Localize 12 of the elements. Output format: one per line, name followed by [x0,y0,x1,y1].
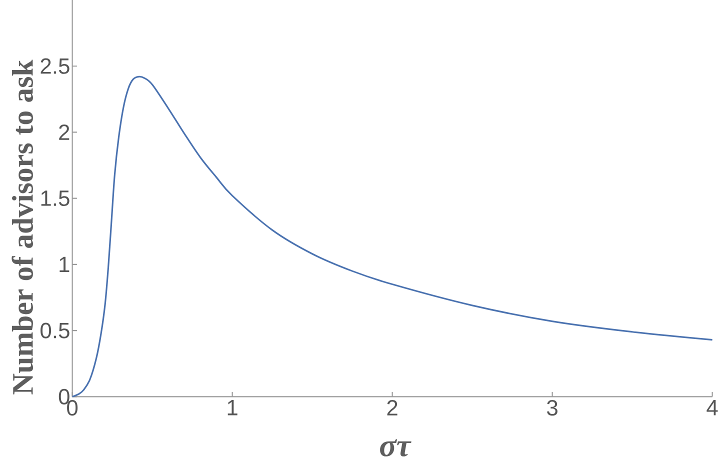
y-tick-label: 0 [58,388,70,404]
x-tick-label: 3 [547,400,558,416]
x-axis-title: στ [380,439,412,456]
y-tick-label: 2.5 [40,58,70,74]
x-tick-label: 4 [706,400,718,416]
y-tick-label: 2 [59,124,70,140]
y-tick-label: 1 [60,256,70,272]
y-tick-label: 0.5 [40,322,70,338]
x-tick-label: 2 [387,400,398,416]
y-axis-title: Number of advisors to ask [12,60,34,394]
x-tick-label: 1 [228,400,238,416]
y-tick-label: 1.5 [41,190,70,206]
